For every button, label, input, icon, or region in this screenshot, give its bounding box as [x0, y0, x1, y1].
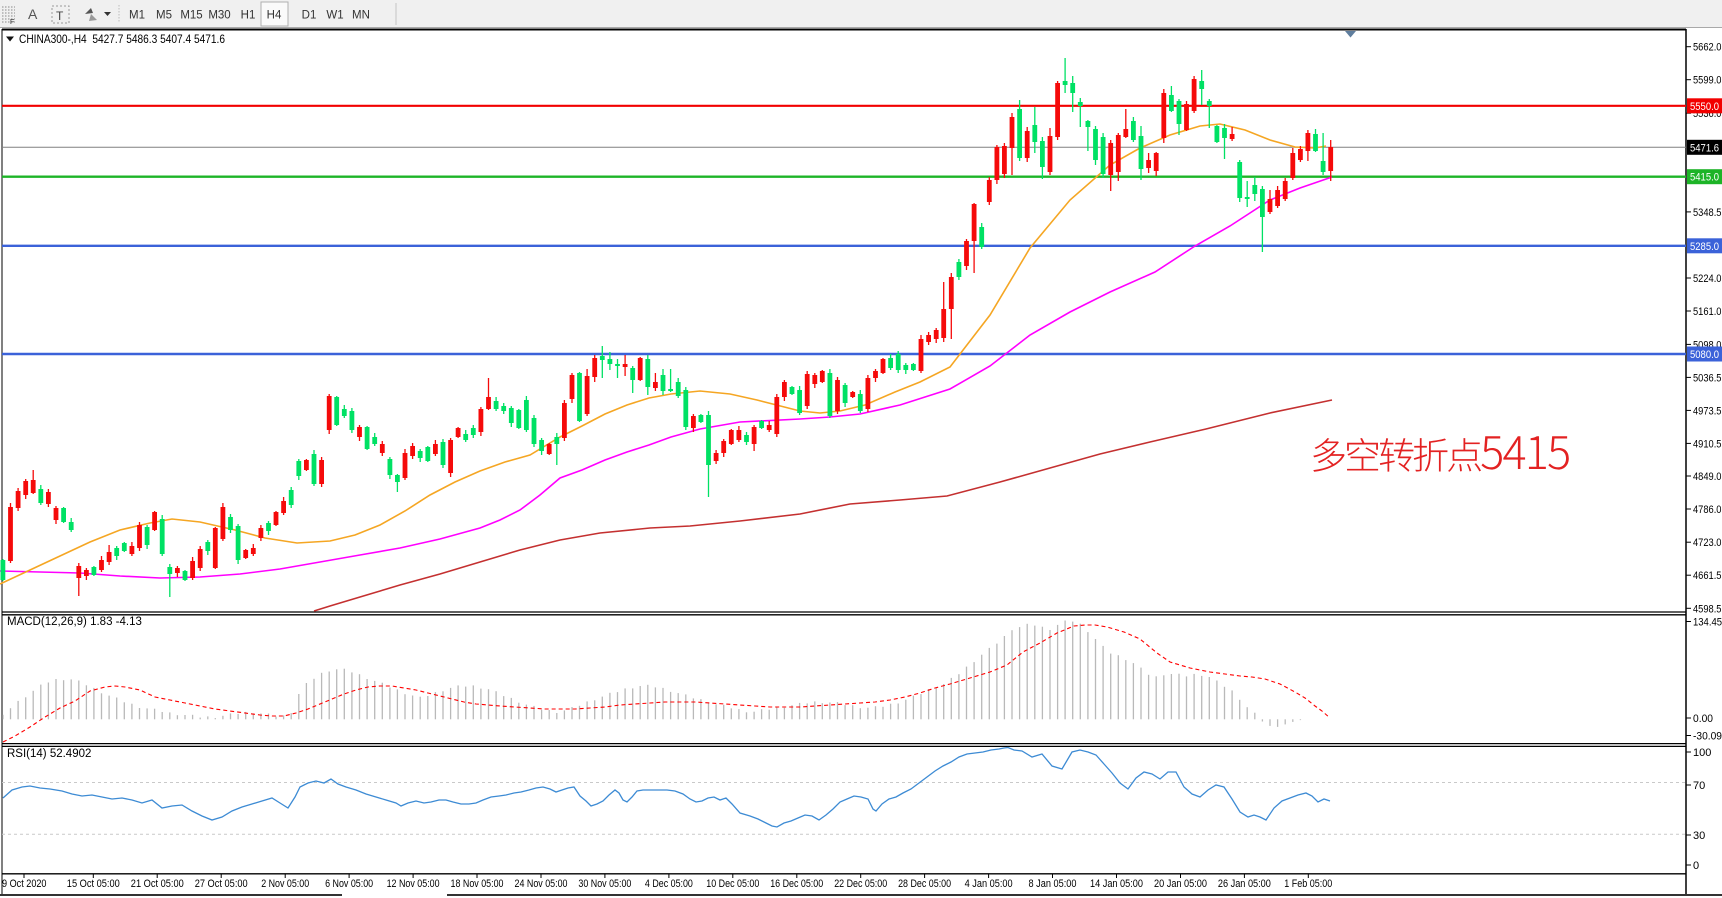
svg-text:12 Nov 05:00: 12 Nov 05:00 [387, 878, 440, 890]
svg-text:-30.09: -30.09 [1693, 731, 1722, 743]
svg-text:W1: W1 [326, 10, 343, 22]
svg-text:15 Oct 05:00: 15 Oct 05:00 [67, 878, 120, 890]
svg-text:4849.0: 4849.0 [1693, 471, 1722, 483]
svg-text:20 Jan 05:00: 20 Jan 05:00 [1154, 878, 1207, 890]
svg-text:M5: M5 [156, 10, 172, 22]
svg-text:5080.0: 5080.0 [1690, 349, 1719, 361]
svg-text:16 Dec 05:00: 16 Dec 05:00 [770, 878, 823, 890]
svg-text:M30: M30 [208, 10, 230, 22]
svg-text:M15: M15 [180, 10, 202, 22]
svg-text:27 Oct 05:00: 27 Oct 05:00 [195, 878, 248, 890]
svg-text:MACD(12,26,9) 1.83 -4.13: MACD(12,26,9) 1.83 -4.13 [7, 616, 142, 628]
svg-text:F: F [10, 19, 14, 26]
svg-text:4910.5: 4910.5 [1693, 438, 1722, 450]
svg-text:30 Nov 05:00: 30 Nov 05:00 [578, 878, 631, 890]
svg-text:5599.0: 5599.0 [1693, 75, 1722, 87]
svg-text:4598.5: 4598.5 [1693, 603, 1722, 615]
svg-text:134.45: 134.45 [1693, 617, 1722, 629]
svg-text:24 Nov 05:00: 24 Nov 05:00 [515, 878, 568, 890]
svg-text:4 Dec 05:00: 4 Dec 05:00 [645, 878, 693, 890]
svg-text:21 Oct 05:00: 21 Oct 05:00 [131, 878, 184, 890]
svg-text:8 Jan 05:00: 8 Jan 05:00 [1029, 878, 1077, 890]
svg-text:28 Dec 05:00: 28 Dec 05:00 [898, 878, 951, 890]
svg-text:1 Feb 05:00: 1 Feb 05:00 [1284, 878, 1332, 890]
svg-text:18 Nov 05:00: 18 Nov 05:00 [451, 878, 504, 890]
svg-text:H4: H4 [267, 10, 282, 22]
svg-text:5471.6: 5471.6 [1690, 142, 1719, 154]
svg-text:6 Nov 05:00: 6 Nov 05:00 [325, 878, 373, 890]
svg-text:26 Jan 05:00: 26 Jan 05:00 [1218, 878, 1271, 890]
svg-text:100: 100 [1693, 747, 1711, 759]
svg-text:RSI(14) 52.4902: RSI(14) 52.4902 [7, 748, 91, 760]
svg-text:T: T [56, 9, 64, 23]
svg-text:5415.0: 5415.0 [1690, 172, 1719, 184]
svg-text:H1: H1 [241, 10, 256, 22]
svg-text:5348.5: 5348.5 [1693, 207, 1722, 219]
svg-text:5161.0: 5161.0 [1693, 306, 1722, 318]
svg-text:0.00: 0.00 [1693, 713, 1713, 725]
svg-text:0: 0 [1693, 860, 1699, 872]
svg-text:A: A [28, 6, 38, 22]
svg-text:5285.0: 5285.0 [1690, 241, 1719, 253]
svg-text:4973.5: 4973.5 [1693, 405, 1722, 417]
svg-text:14 Jan 05:00: 14 Jan 05:00 [1090, 878, 1143, 890]
svg-text:4723.0: 4723.0 [1693, 537, 1722, 549]
svg-text:MN: MN [352, 10, 370, 22]
svg-text:9 Oct 2020: 9 Oct 2020 [2, 878, 47, 890]
svg-text:30: 30 [1693, 830, 1705, 842]
svg-text:5550.0: 5550.0 [1690, 101, 1719, 113]
svg-text:4661.5: 4661.5 [1693, 570, 1722, 582]
svg-text:70: 70 [1693, 780, 1705, 792]
svg-text:5224.0: 5224.0 [1693, 273, 1722, 285]
svg-text:D1: D1 [302, 10, 317, 22]
svg-text:5662.0: 5662.0 [1693, 42, 1722, 54]
svg-text:4786.0: 4786.0 [1693, 504, 1722, 516]
svg-text:CHINA300-,H4 5427.7 5486.3 54: CHINA300-,H4 5427.7 5486.3 5407.4 5471.6 [19, 32, 225, 46]
svg-text:2 Nov 05:00: 2 Nov 05:00 [261, 878, 309, 890]
svg-text:10 Dec 05:00: 10 Dec 05:00 [706, 878, 759, 890]
svg-text:5036.5: 5036.5 [1693, 372, 1722, 384]
svg-text:4 Jan 05:00: 4 Jan 05:00 [965, 878, 1013, 890]
svg-text:22 Dec 05:00: 22 Dec 05:00 [834, 878, 887, 890]
svg-text:M1: M1 [129, 10, 145, 22]
